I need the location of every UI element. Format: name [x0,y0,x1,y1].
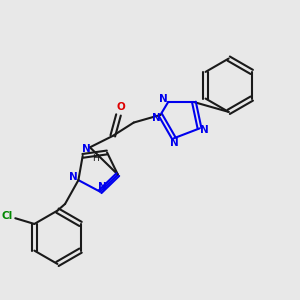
Text: Cl: Cl [1,211,12,221]
Text: N: N [159,94,168,104]
Text: N: N [82,144,91,154]
Text: H: H [92,154,99,163]
Text: N: N [152,113,161,123]
Text: N: N [170,138,179,148]
Text: N: N [69,172,78,182]
Text: N: N [98,182,106,192]
Text: N: N [200,125,209,135]
Text: O: O [116,102,125,112]
